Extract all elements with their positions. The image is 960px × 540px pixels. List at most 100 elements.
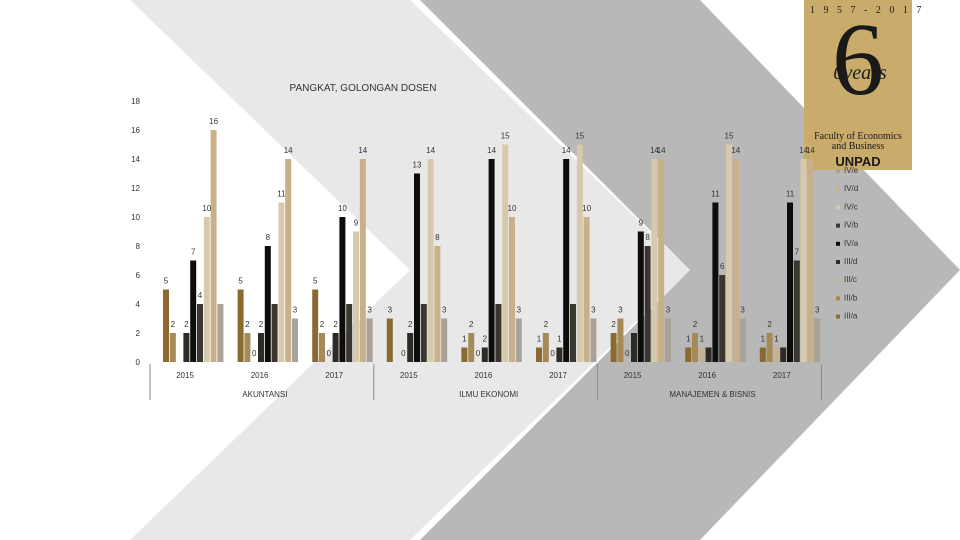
bar [570,304,576,362]
bar [237,289,244,362]
data-label: 8 [266,233,271,242]
y-tick-label: 4 [136,300,141,309]
bars [163,130,821,362]
bar [814,318,821,362]
bar [319,333,325,362]
bar [481,347,488,362]
bar [698,347,705,362]
legend-swatch [836,314,840,319]
legend-label: III/c [844,275,857,284]
legend-swatch [836,278,840,283]
bar [732,159,739,362]
data-label: 14 [799,146,808,155]
data-label: 2 [245,320,250,329]
bar [278,202,285,362]
data-label: 11 [786,190,795,199]
data-label: 0 [550,349,555,358]
data-label: 2 [171,320,176,329]
data-label: 11 [277,190,286,199]
y-tick-label: 2 [136,329,141,338]
legend-swatch [836,223,840,228]
data-label: 1 [557,335,562,344]
legend-swatch [836,169,840,173]
bar [651,159,658,362]
bar [766,333,773,362]
bar [773,347,780,362]
data-label: 14 [284,146,293,155]
bar [258,333,264,362]
bar [244,333,251,362]
data-label: 7 [191,248,196,257]
legend-label: IV/a [844,239,859,248]
chart-title: PANGKAT, GOLONGAN DOSEN [290,83,437,94]
x-tick-label: 2017 [549,371,567,380]
data-label: 14 [562,146,571,155]
data-label: 4 [198,291,203,300]
bar [353,231,359,362]
bar [332,333,339,362]
bar [386,318,393,362]
legend-label: III/b [844,293,858,302]
group-label: AKUNTANSI [242,390,287,399]
logo-faculty-line2: and Business [831,141,885,152]
x-tick-label: 2016 [698,371,716,380]
data-label: 3 [388,306,393,315]
bar [488,159,495,362]
data-label: 7 [795,248,800,257]
bar [563,159,570,362]
bar [787,202,793,362]
bar [692,333,698,362]
data-label: 10 [508,204,517,213]
bar [346,304,353,362]
data-label: 0 [252,349,257,358]
legend-label: III/d [844,257,857,266]
bar [197,304,203,362]
data-label: 9 [639,219,644,228]
bar [285,159,292,362]
data-label: 1 [686,335,691,344]
data-label: 10 [202,204,211,213]
bar [434,246,441,362]
data-label: 6 [720,262,725,271]
bar [536,347,542,362]
bar [542,333,549,362]
bar [339,217,346,362]
bar [685,347,692,362]
data-label: 3 [740,306,745,315]
x-tick-label: 2017 [325,371,343,380]
bar [407,333,414,362]
data-label: 3 [367,306,372,315]
data-label: 3 [815,306,820,315]
y-tick-label: 12 [131,184,140,193]
bar [169,333,176,362]
y-tick-label: 14 [131,155,140,164]
data-label: 10 [338,204,347,213]
data-label: 16 [209,117,218,126]
data-label: 3 [618,306,623,315]
logo-faculty-line1: Faculty of Economics [814,131,902,142]
y-tick-label: 6 [136,271,141,280]
data-label: 3 [591,306,596,315]
legend-label: IV/b [844,221,859,230]
data-label: 5 [313,277,318,286]
legend-swatch [836,260,840,264]
y-axis: 0 2 4 6 8 10 12 14 16 18 [131,97,140,367]
bar [590,318,597,362]
bar [719,275,726,362]
bar [366,318,373,362]
data-label: 1 [774,335,779,344]
data-label: 2 [767,320,772,329]
logo-university: UNPAD [835,154,881,169]
x-tick-label: 2015 [400,371,418,380]
data-label: 2 [320,320,325,329]
legend-swatch [836,241,840,246]
legend-label: IV/d [844,184,858,193]
bar [441,318,448,362]
bar [576,144,583,362]
y-tick-label: 8 [136,242,141,251]
bar [495,304,502,362]
faculty-logo: 1 9 5 7 - 2 0 1 7 6 0years Faculty of Ec… [804,0,921,170]
data-label: 10 [582,204,591,213]
legend-swatch [836,205,840,210]
